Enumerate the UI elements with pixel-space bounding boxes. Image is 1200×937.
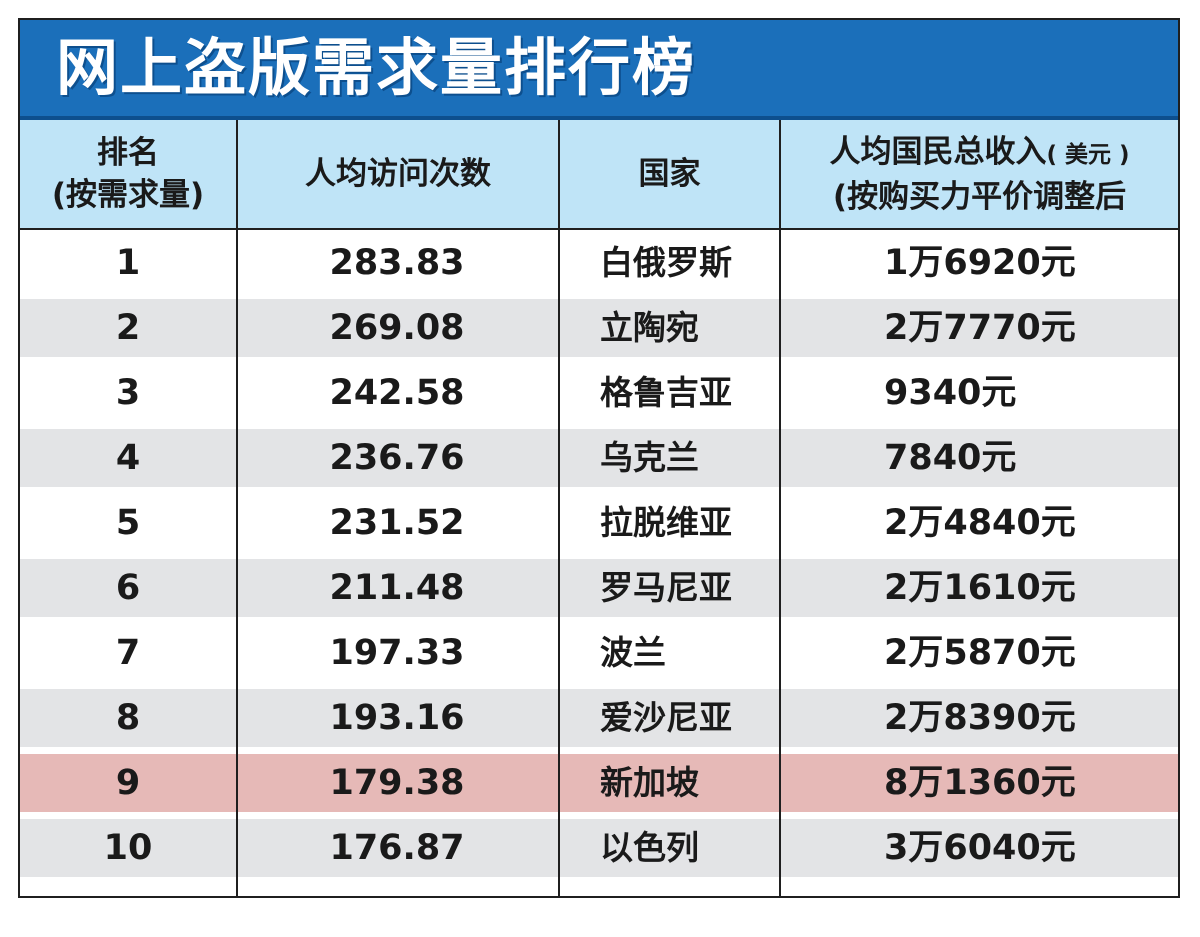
income-cell: 1万6920元 [884,243,1076,283]
rank-cell: 8 [115,698,141,738]
rank-cell: 7 [115,633,141,673]
country-cell: 新加坡 [600,763,699,802]
rank-cell: 3 [115,373,141,413]
visits-cell: 283.83 [329,243,465,283]
header-visits: 人均访问次数 [238,120,558,228]
column-divider [779,120,781,896]
visits-cell: 211.48 [329,568,465,608]
table-row: 3 242.58 格鲁吉亚 9340元 [20,364,1178,422]
header-rank-line1: 排名 [97,135,159,171]
country-cell: 以色列 [600,828,699,867]
rank-cell: 2 [115,308,141,348]
table-row: 8 193.16 爱沙尼亚 2万8390元 [20,689,1178,747]
column-divider [236,120,238,896]
country-cell: 格鲁吉亚 [600,373,732,412]
table-row: 10 176.87 以色列 3万6040元 [20,819,1178,877]
header-visits-label: 人均访问次数 [305,156,491,192]
income-cell: 2万8390元 [884,698,1076,738]
visits-cell: 179.38 [329,763,465,803]
rank-cell: 6 [115,568,141,608]
country-cell: 波兰 [600,633,666,672]
header-rank: 排名 (按需求量) [20,120,236,228]
header-country-label: 国家 [638,156,701,192]
header-income-line1: 人均国民总收入( 美元 ) [829,131,1129,176]
table-row: 9 179.38 新加坡 8万1360元 [20,754,1178,812]
header-income: 人均国民总收入( 美元 ) (按购买力平价调整后 [781,120,1178,228]
visits-cell: 242.58 [329,373,465,413]
income-cell: 2万4840元 [884,503,1076,543]
income-cell: 2万7770元 [884,308,1076,348]
header-income-main: 人均国民总收入 [829,133,1047,170]
country-cell: 爱沙尼亚 [600,698,732,737]
income-cell: 2万1610元 [884,568,1076,608]
visits-cell: 197.33 [329,633,465,673]
header-income-unit: ( 美元 ) [1046,141,1130,168]
country-cell: 乌克兰 [600,438,699,477]
table-row: 1 283.83 白俄罗斯 1万6920元 [20,234,1178,292]
table-row: 2 269.08 立陶宛 2万7770元 [20,299,1178,357]
income-cell: 7840元 [884,438,1017,478]
rank-cell: 10 [103,828,153,868]
rank-cell: 5 [115,503,141,543]
income-cell: 3万6040元 [884,828,1076,868]
country-cell: 拉脱维亚 [600,503,732,542]
table-row: 4 236.76 乌克兰 7840元 [20,429,1178,487]
income-cell: 8万1360元 [884,763,1076,803]
table-row: 6 211.48 罗马尼亚 2万1610元 [20,559,1178,617]
visits-cell: 176.87 [329,828,465,868]
country-cell: 白俄罗斯 [600,243,732,282]
rank-cell: 9 [115,763,141,803]
rank-cell: 1 [115,243,141,283]
header-country: 国家 [560,120,779,228]
column-divider [558,120,560,896]
country-cell: 立陶宛 [600,308,699,347]
ranking-table-frame: 网上盗版需求量排行榜 排名 (按需求量) 人均访问次数 国家 人均国民总收入( … [18,18,1180,898]
income-cell: 2万5870元 [884,633,1076,673]
table-row: 7 197.33 波兰 2万5870元 [20,624,1178,682]
visits-cell: 236.76 [329,438,465,478]
header-rank-line2: (按需求量) [51,177,205,213]
table-body: 1 283.83 白俄罗斯 1万6920元 2 269.08 立陶宛 2万7770元 3 242.… [20,230,1178,896]
rank-cell: 4 [115,438,141,478]
title-bar: 网上盗版需求量排行榜 [20,20,1178,120]
visits-cell: 231.52 [329,503,465,543]
income-cell: 9340元 [884,373,1017,413]
header-row: 排名 (按需求量) 人均访问次数 国家 人均国民总收入( 美元 ) (按购买力平… [20,120,1178,230]
visits-cell: 193.16 [329,698,465,738]
header-income-line2: (按购买力平价调整后 [832,178,1127,215]
country-cell: 罗马尼亚 [600,568,732,607]
visits-cell: 269.08 [329,308,465,348]
table-row: 5 231.52 拉脱维亚 2万4840元 [20,494,1178,552]
table-title: 网上盗版需求量排行榜 [56,31,697,104]
